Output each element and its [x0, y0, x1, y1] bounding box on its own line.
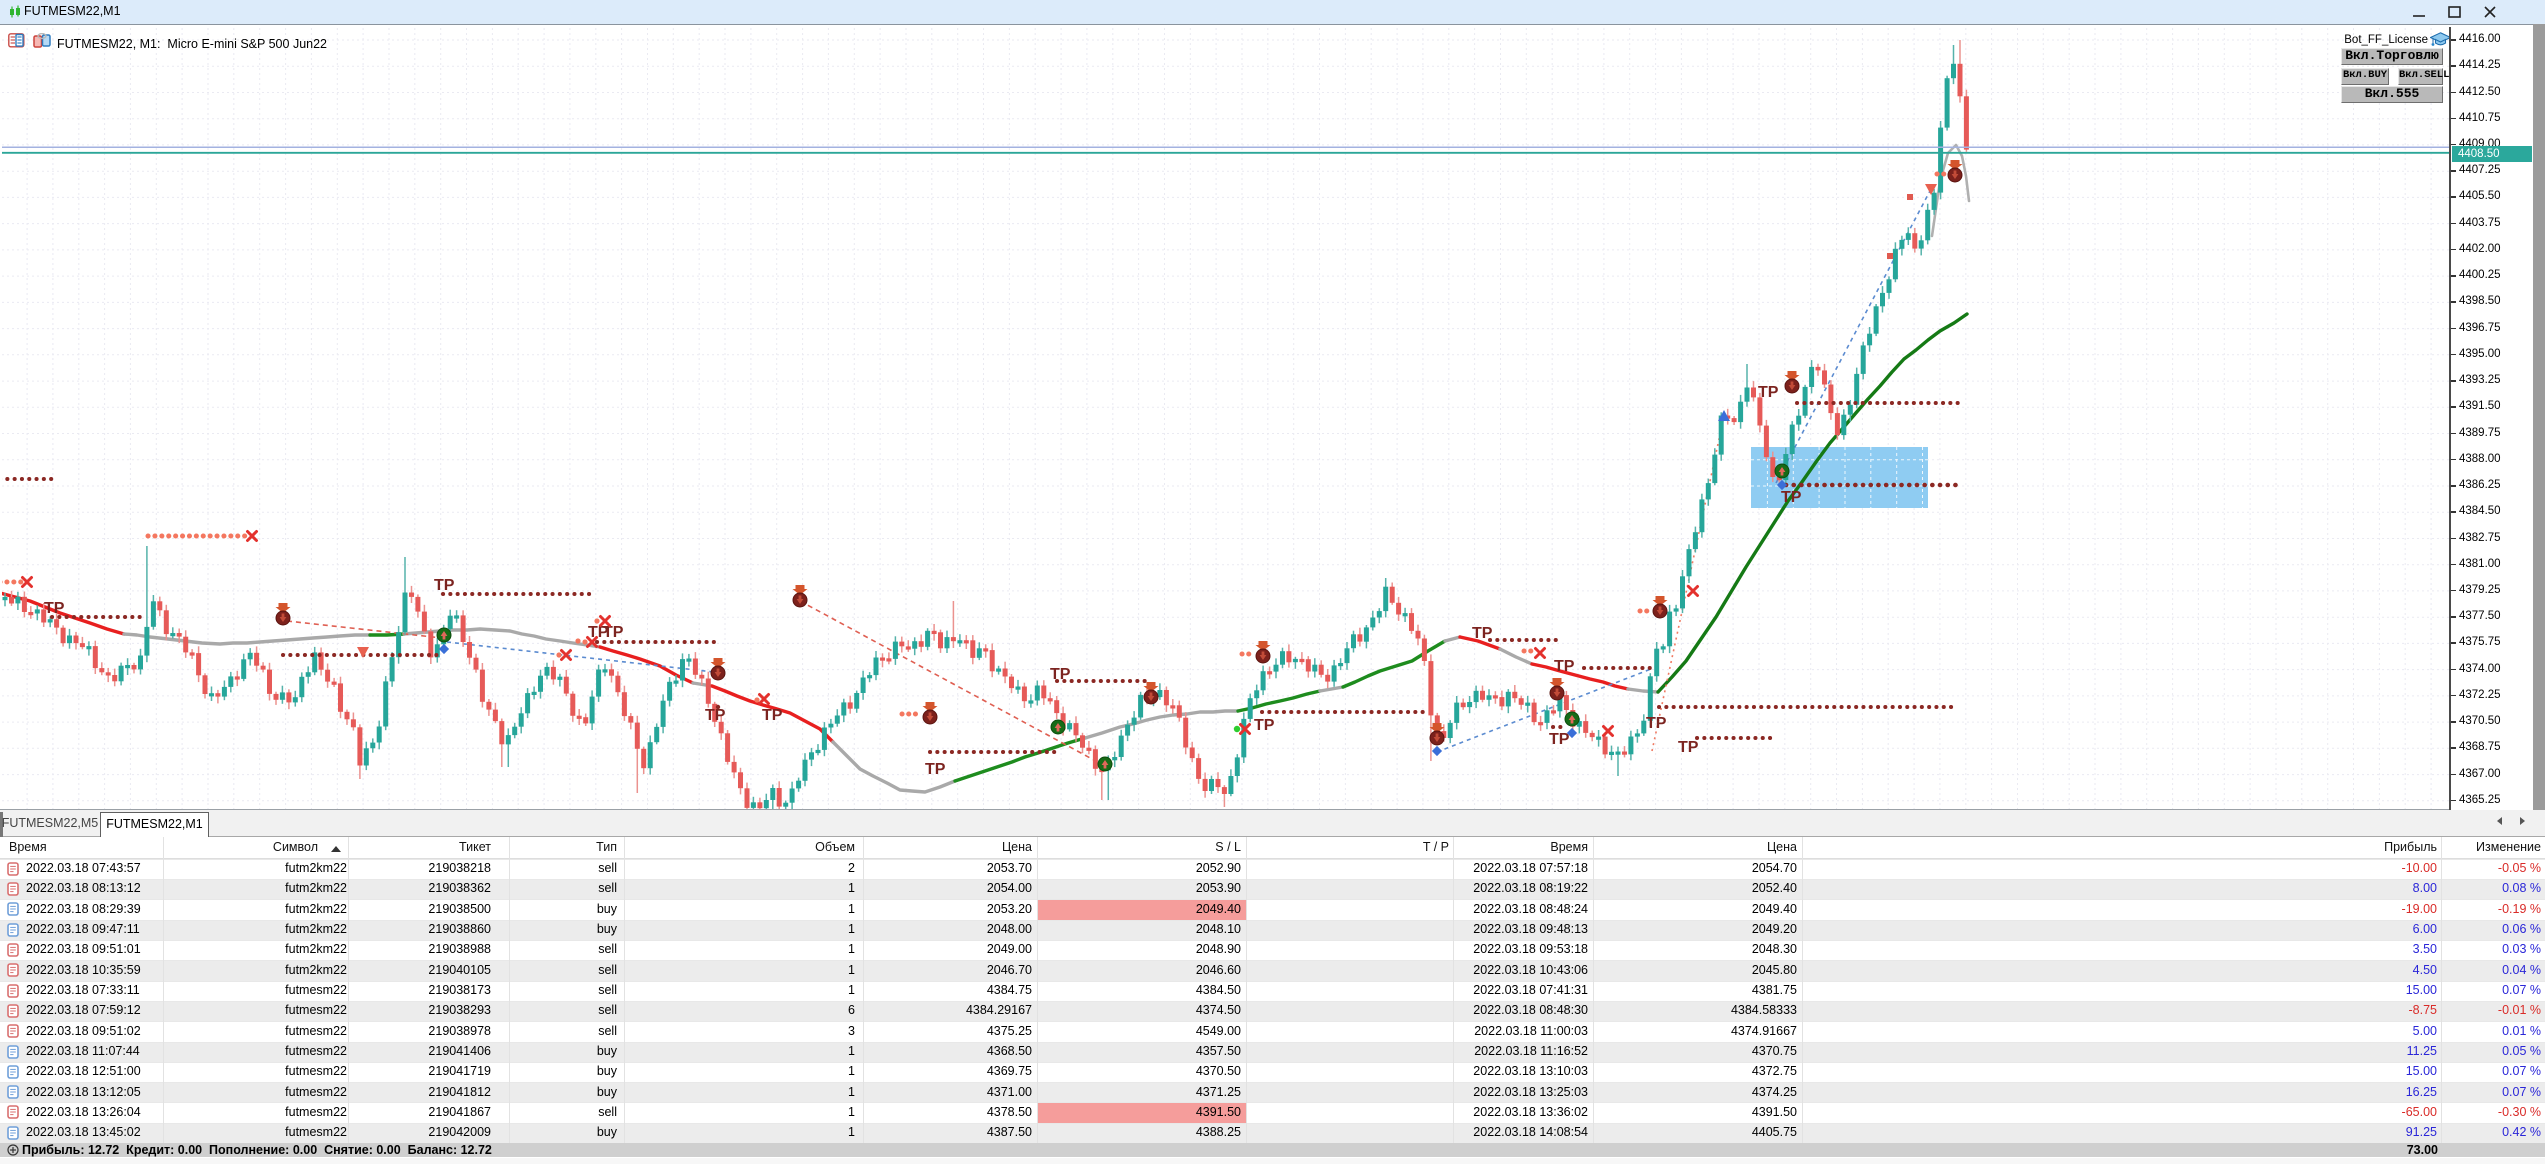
- svg-text:TP: TP: [44, 600, 65, 617]
- svg-text:TP: TP: [1549, 731, 1570, 748]
- svg-text:TP: TP: [1678, 739, 1699, 756]
- svg-text:TP: TP: [705, 707, 726, 724]
- svg-text:TP: TP: [1254, 717, 1275, 734]
- svg-text:TP: TP: [1554, 658, 1575, 675]
- svg-text:TP: TP: [1472, 625, 1493, 642]
- svg-text:TP: TP: [1646, 715, 1667, 732]
- svg-text:TP: TP: [434, 577, 455, 594]
- svg-text:TP: TP: [925, 761, 946, 778]
- svg-text:TP: TP: [1050, 666, 1071, 683]
- svg-text:TP: TP: [603, 624, 624, 641]
- svg-text:TP: TP: [1758, 384, 1779, 401]
- svg-text:TP: TP: [588, 624, 609, 641]
- svg-text:TP: TP: [762, 707, 783, 724]
- svg-text:TP: TP: [1781, 489, 1802, 506]
